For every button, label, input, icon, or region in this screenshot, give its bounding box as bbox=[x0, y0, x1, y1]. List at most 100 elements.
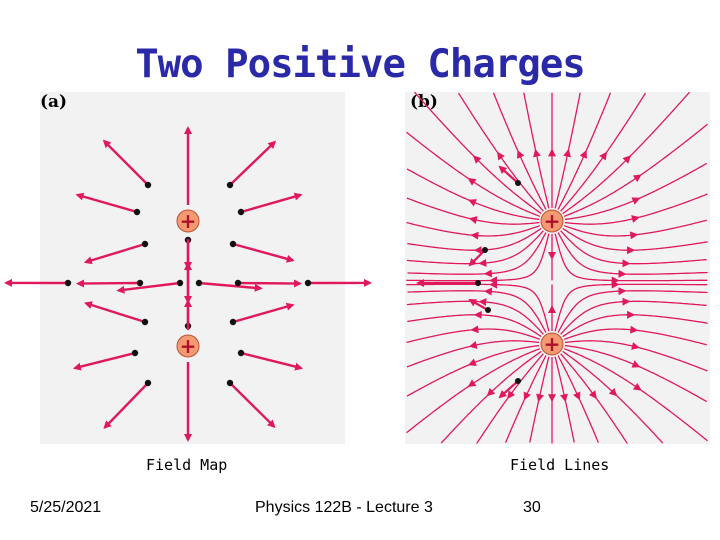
field-line bbox=[560, 300, 707, 335]
field-vector bbox=[198, 281, 263, 292]
field-vector bbox=[75, 192, 138, 214]
field-vector bbox=[229, 382, 276, 428]
field-line bbox=[564, 162, 708, 221]
positive-charge bbox=[540, 332, 564, 356]
field-line-arrow bbox=[632, 174, 642, 183]
field-map-vectors bbox=[4, 126, 372, 442]
sample-point-dot bbox=[131, 349, 139, 357]
slide-title: Two Positive Charges bbox=[135, 42, 586, 87]
sample-point-dot bbox=[485, 307, 491, 313]
field-map-panel bbox=[40, 92, 345, 444]
footer-date: 5/25/2021 bbox=[30, 499, 102, 516]
field-line-arrow bbox=[468, 358, 477, 366]
field-line bbox=[440, 350, 542, 444]
sample-point-dot bbox=[64, 279, 72, 287]
field-line bbox=[406, 168, 540, 221]
sample-point-dot bbox=[237, 349, 245, 357]
field-vector bbox=[468, 299, 489, 311]
field-line bbox=[564, 344, 708, 403]
sample-point-dot bbox=[226, 181, 234, 189]
field-line-arrow bbox=[631, 342, 640, 350]
field-line-arrow bbox=[468, 341, 478, 349]
field-vector bbox=[498, 380, 519, 399]
field-lines-panel bbox=[405, 92, 710, 444]
field-vector bbox=[102, 139, 149, 186]
caption-field-map: Field Map bbox=[146, 456, 228, 474]
field-line-arrow bbox=[579, 149, 587, 159]
sample-point-dot bbox=[195, 279, 203, 287]
field-line bbox=[406, 348, 541, 434]
field-line bbox=[476, 353, 544, 444]
field-line-arrow bbox=[608, 387, 618, 397]
sample-point-dot bbox=[226, 379, 234, 387]
field-line-arrow bbox=[573, 391, 581, 401]
field-vector bbox=[237, 279, 302, 288]
field-line-arrow bbox=[468, 216, 478, 224]
field-line-arrow bbox=[631, 360, 641, 368]
sample-point-dot bbox=[144, 379, 152, 387]
sample-point-dot bbox=[475, 280, 481, 286]
sample-point-dot bbox=[304, 279, 312, 287]
caption-field-lines: Field Lines bbox=[510, 456, 610, 474]
field-line-arrow bbox=[533, 148, 541, 158]
sample-point-dot bbox=[515, 378, 521, 384]
field-line-arrow bbox=[588, 390, 597, 400]
field-line bbox=[563, 328, 707, 346]
field-vector bbox=[229, 140, 277, 186]
panel-a-label: (a) bbox=[40, 92, 68, 112]
field-line bbox=[564, 340, 708, 372]
footer-page-number: 30 bbox=[523, 499, 541, 516]
field-line-arrow bbox=[631, 197, 641, 205]
field-line-arrow bbox=[536, 393, 544, 403]
sample-point-dot bbox=[141, 240, 149, 248]
field-line bbox=[557, 355, 600, 443]
positive-charge bbox=[176, 209, 200, 233]
field-line bbox=[557, 92, 612, 210]
sample-point-dot bbox=[229, 240, 237, 248]
plus-sign: + bbox=[180, 334, 197, 358]
sample-point-dot bbox=[515, 180, 521, 186]
sample-point-dot bbox=[133, 208, 141, 216]
field-vector bbox=[240, 351, 304, 371]
field-lines bbox=[406, 91, 708, 444]
field-vector bbox=[232, 242, 295, 263]
field-line bbox=[562, 350, 664, 444]
sample-point-dot bbox=[136, 279, 144, 287]
field-vector bbox=[76, 279, 141, 288]
field-vector bbox=[103, 382, 149, 429]
field-vector bbox=[83, 242, 146, 265]
field-line-arrow bbox=[467, 379, 477, 388]
positive-charge bbox=[176, 334, 200, 358]
plus-sign: + bbox=[544, 332, 561, 356]
field-line bbox=[560, 230, 707, 265]
sample-point-dot bbox=[141, 318, 149, 326]
field-line-arrow bbox=[467, 177, 477, 186]
charges: + + + + bbox=[176, 209, 564, 358]
field-line-arrow bbox=[523, 391, 531, 401]
field-vector bbox=[232, 302, 295, 324]
field-line-arrow bbox=[486, 387, 496, 397]
sample-point-dot bbox=[176, 279, 184, 287]
field-line-arrow bbox=[560, 393, 568, 403]
field-line-arrow bbox=[622, 155, 632, 164]
field-line-arrow bbox=[468, 199, 477, 207]
field-line bbox=[504, 355, 547, 443]
field-vector bbox=[83, 301, 146, 324]
field-line-arrow bbox=[507, 390, 516, 400]
plus-sign: + bbox=[180, 209, 197, 233]
field-line-arrow bbox=[563, 148, 571, 158]
field-line bbox=[560, 353, 628, 444]
field-line-arrow bbox=[472, 155, 482, 164]
field-line bbox=[406, 131, 541, 217]
field-line-arrow bbox=[517, 149, 525, 159]
field-line-arrow bbox=[631, 215, 640, 223]
positive-charge bbox=[540, 209, 564, 233]
sample-point-dot bbox=[237, 208, 245, 216]
field-line bbox=[563, 219, 707, 237]
plus-sign: + bbox=[544, 209, 561, 233]
field-line bbox=[564, 193, 708, 225]
field-vector bbox=[498, 165, 519, 184]
sample-point-dot bbox=[229, 318, 237, 326]
sample-point-dot bbox=[234, 279, 242, 287]
